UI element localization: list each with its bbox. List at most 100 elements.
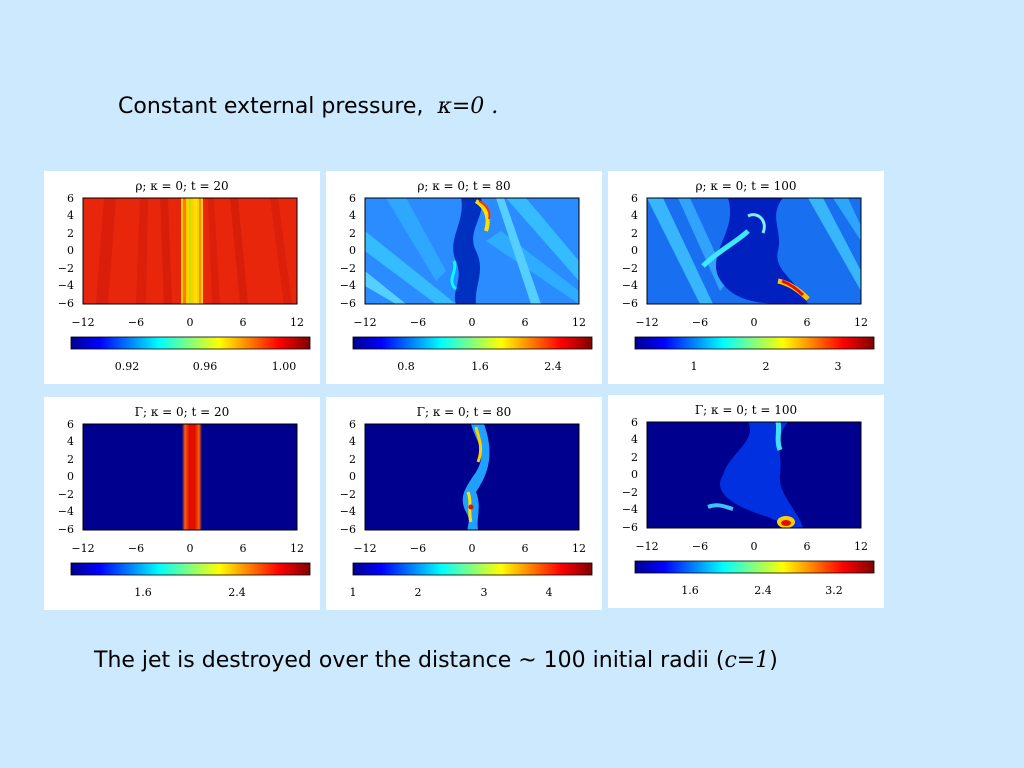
- plot-gamma-t20: Γ; κ = 0; t = 20 6 4 2 0 −2 −4 −6 −12 −6…: [58, 405, 311, 599]
- slide-title: Constant external pressure, κ=0 .: [118, 94, 498, 119]
- panel-rho-t20: ρ; κ = 0; t = 20 6 4 2 0 −2 −4 −6: [44, 171, 320, 384]
- colorbar-ticks: 0.92 0.96 1.00: [115, 360, 297, 373]
- tick-label: 6: [240, 542, 247, 555]
- plot-rho-t100: ρ; κ = 0; t = 100 6 4 2 0 −2 −4 −6 −12 −…: [622, 179, 875, 373]
- tick-label: −6: [128, 542, 144, 555]
- footer-close: ): [769, 648, 778, 673]
- tick-label: −4: [622, 279, 638, 292]
- x-axis: −12 −6 0 6 12: [353, 542, 586, 555]
- tick-label: 0: [187, 316, 194, 329]
- tick-label: 2: [763, 360, 770, 373]
- plot-rho-t80: ρ; κ = 0; t = 80 6 4 2 0 −2 −4 −6 −12 −6: [340, 179, 593, 373]
- tick-label: −4: [340, 505, 356, 518]
- colorbar-ticks: 1 2 3: [691, 360, 842, 373]
- tick-label: −4: [58, 279, 74, 292]
- colorbar-ticks: 1.6 2.4: [134, 586, 246, 599]
- plot-gamma-t80: Γ; κ = 0; t = 80 6 4 2 0 −2 −4 −6 −12 −6…: [340, 405, 593, 599]
- shock-stripes: [96, 198, 292, 304]
- tick-label: 1.6: [134, 586, 152, 599]
- tick-label: 6: [67, 418, 74, 431]
- plot-title: ρ; κ = 0; t = 100: [696, 179, 797, 193]
- colorbar-ticks: 1 2 3 4: [350, 586, 553, 599]
- tick-label: 1.6: [471, 360, 489, 373]
- colorbar: [70, 562, 311, 576]
- tick-label: 2.4: [544, 360, 562, 373]
- tick-label: 0: [349, 244, 356, 257]
- tick-label: −6: [340, 523, 356, 536]
- plot-title: ρ; κ = 0; t = 80: [417, 179, 510, 193]
- plot-title: ρ; κ = 0; t = 20: [135, 179, 228, 193]
- title-text: Constant external pressure,: [118, 94, 424, 119]
- x-axis: −12 −6 0 6 12: [635, 316, 868, 329]
- plot-gamma-t100: Γ; κ = 0; t = 100 6 4 2 0 −2 −4 −6 −12 −…: [622, 403, 875, 597]
- tick-label: 0.96: [193, 360, 218, 373]
- tick-label: −6: [410, 542, 426, 555]
- colorbar: [70, 336, 311, 350]
- tick-label: −12: [353, 316, 376, 329]
- tick-label: −2: [340, 262, 356, 275]
- tick-label: 12: [572, 316, 586, 329]
- plot-rho-t20: ρ; κ = 0; t = 20 6 4 2 0 −2 −4 −6: [58, 179, 311, 373]
- tick-label: 1.6: [681, 584, 699, 597]
- panel-rho-t100: ρ; κ = 0; t = 100 6 4 2 0 −2 −4 −6 −12 −…: [608, 171, 884, 384]
- tick-label: 12: [290, 316, 304, 329]
- tick-label: 2: [349, 453, 356, 466]
- y-axis: 6 4 2 0 −2 −4 −6: [622, 416, 638, 534]
- jet-body: [715, 198, 808, 304]
- footer-math: c=1: [724, 648, 770, 673]
- tick-label: 4: [631, 433, 638, 446]
- tick-label: 3: [835, 360, 842, 373]
- slide-footer: The jet is destroyed over the distance ~…: [94, 648, 778, 673]
- tick-label: 4: [631, 209, 638, 222]
- shock-waves: [647, 198, 861, 304]
- y-axis: 6 4 2 0 −2 −4 −6: [340, 192, 356, 310]
- title-math: κ=0 .: [437, 94, 499, 119]
- colorbar: [352, 336, 593, 350]
- tick-label: 12: [854, 540, 868, 553]
- tick-label: 4: [349, 209, 356, 222]
- colorbar: [634, 336, 875, 350]
- jet-body: [720, 422, 803, 528]
- tick-label: 6: [349, 192, 356, 205]
- tick-label: −2: [622, 262, 638, 275]
- tick-label: 1: [691, 360, 698, 373]
- x-axis: −12 −6 0 6 12: [353, 316, 586, 329]
- tick-label: 2: [349, 227, 356, 240]
- tick-label: 6: [804, 316, 811, 329]
- footer-text: The jet is destroyed over the distance ~…: [94, 648, 725, 673]
- tick-label: 0: [67, 470, 74, 483]
- tick-label: 6: [67, 192, 74, 205]
- tick-label: 2: [67, 453, 74, 466]
- tick-label: 0: [631, 468, 638, 481]
- tick-label: −6: [340, 297, 356, 310]
- tick-label: 4: [67, 435, 74, 448]
- tick-label: 1: [350, 586, 357, 599]
- tick-label: 0: [751, 540, 758, 553]
- y-axis: 6 4 2 0 −2 −4 −6: [58, 418, 74, 536]
- shock-waves: [365, 198, 579, 304]
- tick-label: 4: [349, 435, 356, 448]
- tick-label: −4: [58, 505, 74, 518]
- jet-body: [453, 198, 482, 304]
- tick-label: 0: [469, 316, 476, 329]
- tick-label: 0: [469, 542, 476, 555]
- y-axis: 6 4 2 0 −2 −4 −6: [340, 418, 356, 536]
- x-axis: −12 −6 0 6 12: [71, 316, 304, 329]
- plot-title: Γ; κ = 0; t = 100: [695, 403, 797, 417]
- tick-label: −12: [635, 316, 658, 329]
- tick-label: 6: [240, 316, 247, 329]
- tick-label: 6: [522, 316, 529, 329]
- tick-label: 2: [631, 227, 638, 240]
- tick-label: −6: [692, 540, 708, 553]
- panel-gamma-t80: Γ; κ = 0; t = 80 6 4 2 0 −2 −4 −6 −12 −6…: [326, 397, 602, 610]
- panel-rho-t80: ρ; κ = 0; t = 80 6 4 2 0 −2 −4 −6 −12 −6: [326, 171, 602, 384]
- tick-label: 2.4: [754, 584, 772, 597]
- tick-label: −2: [622, 486, 638, 499]
- tick-label: 6: [631, 416, 638, 429]
- tick-label: −4: [622, 503, 638, 516]
- tick-label: 0.8: [397, 360, 415, 373]
- tick-label: 0: [67, 244, 74, 257]
- jet-column: [182, 424, 202, 530]
- tick-label: −12: [71, 316, 94, 329]
- tick-label: 6: [349, 418, 356, 431]
